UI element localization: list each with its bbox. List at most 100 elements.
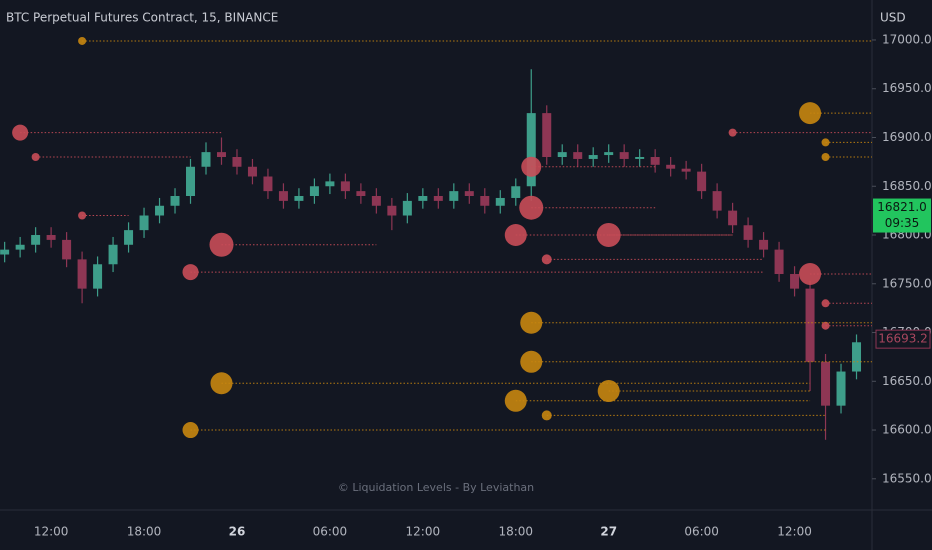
candle-body: [743, 225, 753, 240]
level-bubble: [78, 36, 87, 45]
candle-body: [805, 288, 815, 362]
level-bubble: [728, 128, 737, 137]
candle-body: [852, 342, 862, 372]
level-bubble: [821, 321, 830, 330]
candle-body: [0, 249, 10, 255]
candle-body: [542, 113, 552, 157]
level-bubble: [596, 223, 621, 248]
candle-body: [15, 244, 25, 250]
level-bubble: [799, 263, 822, 286]
x-tick-label: 12:00: [34, 525, 69, 539]
candle-body: [31, 235, 41, 245]
x-tick-label: 18:00: [498, 525, 533, 539]
y-tick-label: 16950.0: [882, 81, 932, 95]
candle-body: [124, 230, 134, 245]
candle-body: [201, 152, 211, 167]
level-bubble: [520, 311, 543, 334]
candle-body: [387, 205, 397, 216]
y-tick-label: 16550.0: [882, 471, 932, 485]
candle-body: [139, 215, 149, 231]
countdown-label: 09:35: [885, 216, 920, 230]
level-bubble: [210, 372, 233, 395]
candle-body: [511, 186, 521, 198]
x-tick-label: 27: [600, 525, 617, 539]
marker-price-box: [875, 329, 931, 349]
candle-body: [309, 186, 319, 197]
candle-body: [108, 244, 118, 265]
candle-body: [294, 196, 304, 201]
candle-body: [418, 196, 428, 201]
candle-body: [278, 191, 288, 201]
last-price-box: [873, 198, 931, 233]
x-tick-label: 18:00: [127, 525, 162, 539]
y-tick-label: 16600.0: [882, 423, 932, 437]
candle-body: [495, 197, 505, 206]
y-tick-label: 16750.0: [882, 276, 932, 290]
candle-body: [526, 113, 536, 187]
candle-body: [325, 181, 335, 187]
candle-body: [232, 156, 242, 167]
candle-body: [728, 210, 738, 226]
level-bubble: [821, 299, 830, 308]
candle-body: [93, 264, 103, 289]
level-bubble: [541, 254, 552, 265]
level-bubble: [504, 224, 527, 247]
candle-body: [263, 176, 273, 192]
candle-body: [449, 191, 459, 201]
candle-body: [588, 155, 598, 159]
level-bubble: [12, 124, 29, 141]
level-bubble: [519, 195, 544, 220]
candle-body: [697, 171, 707, 192]
watermark: © Liquidation Levels - By Leviathan: [338, 481, 534, 494]
last-price-label: 16821.0: [877, 200, 927, 214]
x-tick-label: 12:00: [777, 525, 812, 539]
candle-body: [186, 166, 196, 197]
level-bubble: [31, 152, 40, 161]
level-bubble: [182, 422, 199, 439]
x-tick-label: 06:00: [684, 525, 719, 539]
candle-body: [836, 371, 846, 406]
candle-body: [247, 166, 257, 177]
candle-body: [480, 196, 490, 206]
chart-title: BTC Perpetual Futures Contract, 15, BINA…: [6, 11, 278, 25]
axis-label: USD: [880, 11, 906, 25]
level-bubble: [541, 410, 552, 421]
level-bubble: [209, 232, 234, 257]
y-tick-label: 16650.0: [882, 374, 932, 388]
candle-body: [170, 196, 180, 206]
candle-body: [774, 249, 784, 275]
candle-body: [433, 196, 443, 201]
candle-body: [604, 152, 614, 156]
candle-body: [635, 156, 645, 159]
candle-body: [155, 205, 165, 216]
candle-body: [340, 181, 350, 192]
x-tick-label: 26: [229, 525, 246, 539]
candle-body: [681, 168, 691, 172]
x-tick-label: 12:00: [406, 525, 441, 539]
y-tick-label: 16900.0: [882, 130, 932, 144]
candle-body: [371, 196, 381, 206]
candle-body: [77, 259, 87, 289]
candle-body: [573, 152, 583, 159]
x-tick-label: 06:00: [313, 525, 348, 539]
level-bubble: [821, 138, 830, 147]
candle-body: [402, 200, 412, 216]
y-tick-label: 17000.0: [882, 32, 932, 46]
marker-price-label: 16693.2: [878, 332, 928, 346]
level-bubble: [182, 264, 199, 281]
candle-body: [821, 361, 831, 406]
candle-body: [62, 239, 72, 260]
candle-body: [557, 152, 567, 157]
candle-body: [464, 191, 474, 197]
level-bubble: [799, 102, 822, 125]
candle-body: [46, 235, 56, 240]
level-bubble: [521, 156, 542, 177]
candle-body: [356, 191, 366, 197]
candle-body: [790, 274, 800, 289]
y-tick-label: 16850.0: [882, 179, 932, 193]
level-bubble: [597, 380, 620, 403]
candle-body: [666, 164, 676, 169]
candle-body: [619, 152, 629, 159]
